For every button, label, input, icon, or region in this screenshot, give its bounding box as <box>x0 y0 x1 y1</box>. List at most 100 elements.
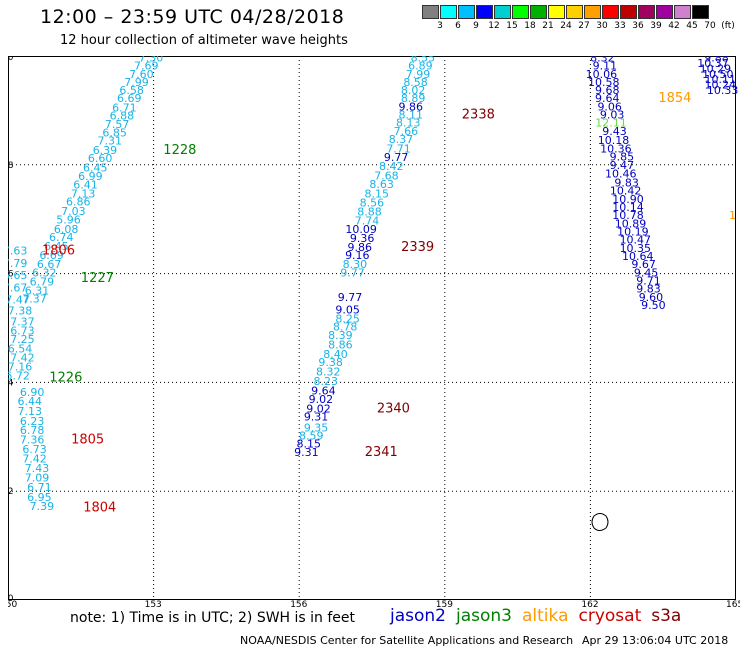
wave-height-label: 10.33 <box>707 84 739 97</box>
wave-height-label: 10.19 <box>617 226 649 239</box>
wave-height-label: 6.31 <box>25 284 50 297</box>
wave-height-label: 8.39 <box>328 329 353 342</box>
wave-height-label: 9.64 <box>311 384 336 397</box>
wave-height-label: 7.42 <box>22 452 47 465</box>
wave-height-label: 9.16 <box>345 249 370 262</box>
wave-height-label: 10.90 <box>612 193 644 206</box>
wave-height-label: 10.18 <box>598 134 630 147</box>
mission-legend: jason2 jason3 altika cryosat s3a <box>390 606 691 626</box>
colorbar-label: 18 <box>524 21 536 31</box>
y-tick-label: 12 <box>8 487 13 497</box>
colorbar-swatch <box>458 5 475 19</box>
wave-height-label: 6.99 <box>78 170 103 183</box>
wave-height-label: 7.37 <box>22 292 47 305</box>
y-tick-label: 20 <box>8 56 14 63</box>
colorbar-swatch <box>530 5 547 19</box>
wave-height-label: 10.09 <box>345 223 377 236</box>
pass-time-label: 2338 <box>462 108 495 123</box>
wave-height-label: 9.45 <box>634 266 659 279</box>
wave-height-label: 9.85 <box>610 150 635 163</box>
colorbar-swatch <box>692 5 709 19</box>
colorbar-label: 15 <box>506 21 518 31</box>
wave-height-label: 7.16 <box>8 360 32 373</box>
wave-height-label: 10.42 <box>610 185 642 198</box>
wave-height-label: 7.13 <box>71 187 96 200</box>
wave-height-label: 9.64 <box>595 92 620 105</box>
wave-height-label: 7.71 <box>386 142 411 155</box>
colorbar-swatch <box>656 5 673 19</box>
wave-height-label: 10.29 <box>700 62 732 75</box>
pass-time-label: 2341 <box>365 445 398 460</box>
wave-height-label: 10.37 <box>697 57 729 70</box>
credit-line: NOAA/NESDIS Center for Satellite Applica… <box>240 634 574 647</box>
colorbar-label: 12 <box>488 21 500 31</box>
wave-height-label: 9.86 <box>348 241 373 254</box>
wave-height-label: 9.36 <box>350 232 375 245</box>
wave-height-label: 7.36 <box>20 433 45 446</box>
wave-height-label: 6.78 <box>20 424 45 437</box>
colorbar-swatch <box>494 5 511 19</box>
wave-height-label: 9.74 <box>707 56 732 59</box>
wave-height-label: 6.89 <box>408 60 433 73</box>
wave-height-label: 9.77 <box>384 151 409 164</box>
pass-time-label: 1806 <box>42 244 75 259</box>
wave-height-label: 6.54 <box>8 342 32 355</box>
wave-height-label: 6.88 <box>110 110 135 123</box>
wave-height-label: 8.11 <box>398 109 423 122</box>
wave-height-label: 10.47 <box>620 234 652 247</box>
colorbar-label: 9 <box>473 21 479 31</box>
wave-height-label: 10.14 <box>612 201 644 214</box>
chart-subtitle: 12 hour collection of altimeter wave hei… <box>60 33 348 48</box>
plot-frame <box>8 56 736 600</box>
wave-height-label: 9.71 <box>636 274 661 287</box>
credit-timestamp: Apr 29 13:06:04 UTC 2018 <box>582 634 729 647</box>
wave-height-label: 9.88 <box>704 56 729 64</box>
wave-height-label: 9.77 <box>338 291 363 304</box>
y-tick-label: 14 <box>8 378 14 388</box>
wave-height-label: 9.03 <box>600 109 625 122</box>
pass-time-label: 1228 <box>163 143 196 158</box>
colorbar-swatch <box>440 5 457 19</box>
mission-legend-altika: altika <box>522 606 569 626</box>
wave-height-label: 6.79 <box>30 276 55 289</box>
y-tick-label: 16 <box>8 270 14 280</box>
wave-height-label: 6.74 <box>49 231 74 244</box>
mission-legend-jason2: jason2 <box>390 606 446 626</box>
pass-time-label: 2340 <box>377 401 410 416</box>
wave-height-label: 9.05 <box>335 303 360 316</box>
mission-legend-jason3: jason3 <box>456 606 512 626</box>
colorbar-swatch <box>602 5 619 19</box>
wave-height-label: 8.40 <box>323 348 348 361</box>
wave-height-label: 7.43 <box>25 462 50 475</box>
wave-height-label: 8.23 <box>314 375 339 388</box>
wave-height-label: 8.30 <box>343 258 368 271</box>
wave-height-label: 9.67 <box>631 258 656 271</box>
colorbar-label: (ft) <box>721 21 735 31</box>
wave-height-label: 8.88 <box>357 205 382 218</box>
wave-height-label: 6.95 <box>27 491 52 504</box>
x-tick-label: 159 <box>436 600 453 608</box>
wave-height-label: 7.39 <box>30 500 55 513</box>
wave-height-label: 8.86 <box>328 339 353 352</box>
wave-height-label: 8.58 <box>403 76 428 89</box>
wave-height-label: 8.02 <box>401 84 426 97</box>
wave-height-label: 6.45 <box>44 240 69 253</box>
wave-height-label: 10.89 <box>615 217 647 230</box>
wave-height-label: 9.83 <box>636 283 661 296</box>
colorbar-swatch <box>476 5 493 19</box>
wave-height-label: 9.11 <box>593 60 618 73</box>
wave-height-label: 6.71 <box>27 481 52 494</box>
colorbar-label: 39 <box>650 21 662 31</box>
wave-height-label: 7.42 <box>10 352 35 365</box>
wave-height-label: 9.68 <box>595 84 620 97</box>
wave-height-label: 9.60 <box>639 291 664 304</box>
wave-height-label: 8.42 <box>379 160 404 173</box>
wave-height-label: 6.39 <box>93 144 118 157</box>
wave-height-label: 8.32 <box>316 365 341 378</box>
pass-time-label: 1227 <box>81 271 114 286</box>
wave-height-label: 7.38 <box>8 304 32 317</box>
wave-height-label: 9.35 <box>304 421 329 434</box>
wave-height-label: 6.69 <box>117 92 142 105</box>
pass-time-label: 1854 <box>658 91 691 106</box>
mission-legend-cryosat: cryosat <box>578 606 642 626</box>
